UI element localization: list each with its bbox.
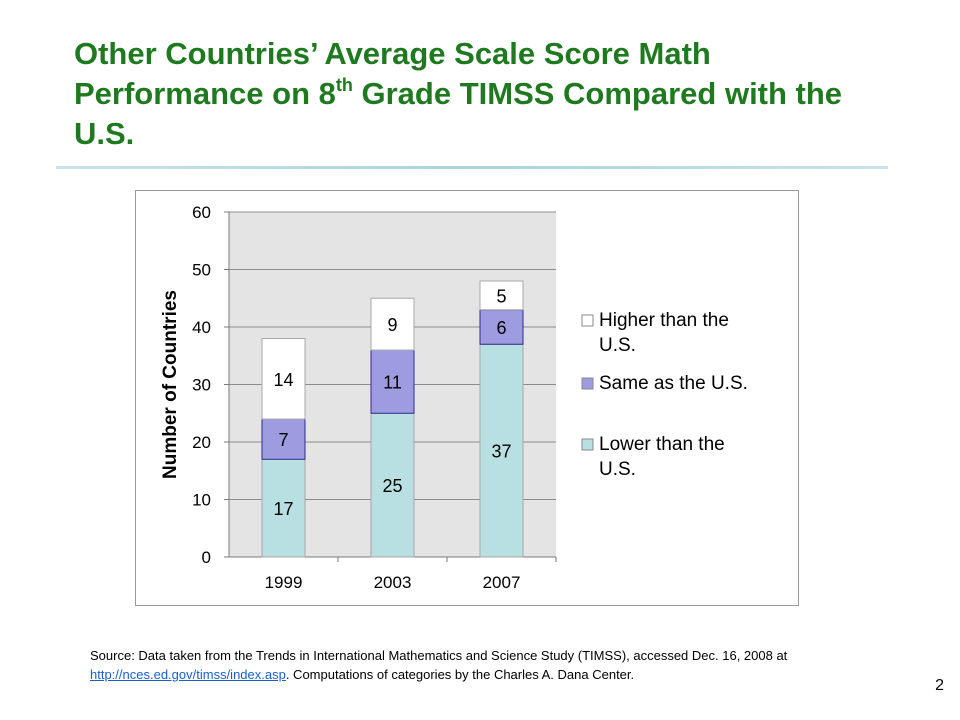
- legend-swatch: [581, 438, 594, 451]
- title-superscript: th: [335, 75, 353, 95]
- bar-segment: [479, 280, 524, 311]
- data-label: 7: [278, 430, 288, 450]
- data-label: 11: [383, 373, 402, 393]
- bar-segment: [261, 338, 306, 420]
- bar-segment: [479, 309, 524, 345]
- stacked-bar-chart: 0 10 20 30 40 50 60 Number of Countries 17 7 14 199…: [160, 203, 748, 592]
- data-label: 6: [496, 318, 506, 338]
- data-label: 14: [273, 370, 293, 390]
- bar-segment: [370, 412, 415, 558]
- title-divider: [56, 166, 888, 169]
- bar-segment: [261, 458, 306, 558]
- y-tick-label: 10: [192, 491, 211, 510]
- data-label: 5: [496, 286, 506, 306]
- y-tick-label: 20: [192, 433, 211, 452]
- y-axis-label: Number of Countries: [160, 290, 181, 479]
- bar-segment: [261, 418, 306, 460]
- legend-swatch: [581, 377, 594, 390]
- source-text: Source: Data taken from the Trends in In…: [90, 648, 788, 663]
- y-tick-label: 50: [192, 261, 211, 280]
- page-number: 2: [935, 677, 944, 694]
- source-text-end: . Computations of categories by the Char…: [285, 667, 635, 682]
- y-tick-label: 30: [192, 376, 211, 395]
- legend-swatch: [581, 314, 594, 327]
- slide-title: Other Countries’ Average Scale Score Mat…: [74, 34, 874, 154]
- y-tick-label: 40: [192, 318, 211, 337]
- bar-segment: [370, 297, 415, 351]
- data-label: 37: [491, 442, 511, 462]
- chart-frame: 0 10 20 30 40 50 60 Number of Countries 17 7 14 199…: [135, 190, 799, 606]
- source-link[interactable]: http://nces.ed.gov/timss/index.asp: [90, 667, 286, 682]
- bar-segment: [370, 349, 415, 414]
- data-label: 17: [273, 499, 293, 519]
- y-tick-label: 60: [192, 203, 211, 222]
- data-label: 9: [387, 315, 397, 335]
- bar-segment: [479, 343, 524, 558]
- x-tick-label: 1999: [265, 573, 303, 592]
- title-text-main: Other Countries’ Average Scale Score Mat…: [74, 36, 711, 111]
- legend-label: Higher than the U.S.: [599, 310, 729, 356]
- legend-label: Same as the U.S.: [599, 373, 748, 394]
- source-note: Source: Data taken from the Trends in In…: [90, 646, 900, 684]
- legend-label: Lower than the U.S.: [599, 434, 725, 480]
- x-tick-label: 2007: [483, 573, 521, 592]
- data-label: 25: [382, 476, 402, 496]
- title-text-end: Grade TIMSS Compared with the U.S.: [74, 76, 843, 151]
- y-tick-label: 0: [202, 548, 211, 567]
- x-tick-label: 2003: [374, 573, 412, 592]
